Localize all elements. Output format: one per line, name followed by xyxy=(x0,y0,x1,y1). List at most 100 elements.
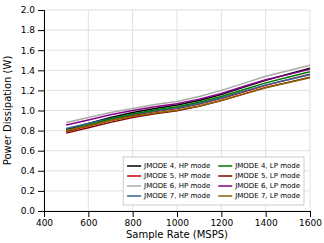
tick-mark xyxy=(38,10,44,11)
tick: 1.4 xyxy=(21,66,44,76)
tick: 0.6 xyxy=(21,146,44,156)
y-axis: 0.0 0.2 0.4 0.6 0.8 1.0 1.2 1.4 1.6 1.8 2.0 xyxy=(21,5,45,216)
tick-label: 0.6 xyxy=(21,146,36,156)
tick: 1.0 xyxy=(21,106,44,116)
chart: 400 600 800 1000 1200 1400 1600 0.0 0.2 0.4 0.6 0.8… xyxy=(0,0,324,243)
legend-swatch xyxy=(218,195,232,197)
legend-label: JMODE 6, LP mode xyxy=(234,182,300,190)
legend-swatch xyxy=(218,165,232,167)
tick-label: 600 xyxy=(80,218,97,228)
tick-mark xyxy=(38,111,44,112)
tick-label: 800 xyxy=(125,218,142,228)
legend-label: JMODE 7, HP mode xyxy=(143,192,210,200)
grid-line xyxy=(44,70,310,71)
tick-label: 1.4 xyxy=(21,66,36,76)
tick-label: 0.2 xyxy=(21,186,35,196)
tick: 1200 xyxy=(210,211,233,228)
x-axis: 400 600 800 1000 1200 1400 1600 xyxy=(36,211,322,228)
series-line xyxy=(66,69,310,125)
tick-mark xyxy=(38,50,44,51)
tick: 1400 xyxy=(255,211,278,228)
tick-mark xyxy=(38,90,44,91)
tick-mark xyxy=(266,211,267,217)
tick-label: 400 xyxy=(36,218,53,228)
series-line xyxy=(66,77,310,133)
y-axis-title: Power Dissipation (W) xyxy=(2,56,13,166)
plot: 400 600 800 1000 1200 1400 1600 0.0 0.2 0.4 0.6 0.8… xyxy=(2,5,322,240)
grid-line xyxy=(44,90,310,91)
legend: JMODE 4, HP mode JMODE 5, HP mode JMODE 6,… xyxy=(123,157,304,205)
tick: 0.8 xyxy=(21,126,44,136)
tick-label: 2.0 xyxy=(21,5,36,15)
grid-line xyxy=(44,150,310,151)
legend-swatch xyxy=(127,175,141,177)
legend-label: JMODE 5, HP mode xyxy=(143,172,210,180)
legend-item: JMODE 6, HP mode xyxy=(127,182,210,190)
grid-line xyxy=(44,10,310,11)
tick-label: 1600 xyxy=(299,218,322,228)
tick-mark xyxy=(221,211,222,217)
legend-swatch xyxy=(127,185,141,187)
legend-item: JMODE 4, LP mode xyxy=(218,162,300,170)
tick-label: 0.0 xyxy=(21,206,36,216)
legend-label: JMODE 6, HP mode xyxy=(143,182,210,190)
legend-frame xyxy=(123,157,304,205)
series-line xyxy=(66,65,310,122)
legend-item: JMODE 7, LP mode xyxy=(218,192,300,200)
legend-label: JMODE 4, HP mode xyxy=(143,162,210,170)
legend-label: JMODE 4, LP mode xyxy=(234,162,300,170)
series-lines xyxy=(66,65,310,133)
tick-mark xyxy=(38,211,44,212)
tick-label: 1200 xyxy=(210,218,233,228)
tick-label: 0.8 xyxy=(21,126,36,136)
legend-label: JMODE 5, LP mode xyxy=(234,172,300,180)
tick: 600 xyxy=(80,211,97,228)
tick-mark xyxy=(38,191,44,192)
tick-mark xyxy=(310,211,311,217)
tick-mark xyxy=(38,30,44,31)
tick: 2.0 xyxy=(21,5,44,15)
grid-line xyxy=(44,130,310,131)
tick: 800 xyxy=(125,211,142,228)
tick: 1.6 xyxy=(21,46,44,56)
tick-mark xyxy=(38,131,44,132)
tick-label: 1000 xyxy=(166,218,189,228)
tick-label: 0.4 xyxy=(21,166,36,176)
tick-label: 1400 xyxy=(255,218,278,228)
grid xyxy=(44,10,310,211)
legend-item: JMODE 4, HP mode xyxy=(127,162,210,170)
tick-mark xyxy=(177,211,178,217)
legend-swatch xyxy=(127,165,141,167)
tick-mark xyxy=(38,151,44,152)
grid-line xyxy=(44,50,310,51)
series-line xyxy=(66,74,310,131)
legend-item: JMODE 5, LP mode xyxy=(218,172,300,180)
series-line xyxy=(66,78,310,131)
legend-item: JMODE 5, HP mode xyxy=(127,172,210,180)
tick: 400 xyxy=(36,211,53,228)
tick-label: 1.2 xyxy=(21,86,35,96)
tick: 1000 xyxy=(166,211,189,228)
tick: 0.0 xyxy=(21,206,44,216)
legend-label: JMODE 7, LP mode xyxy=(234,192,300,200)
tick: 1.8 xyxy=(21,25,44,35)
axis-line xyxy=(38,11,45,212)
legend-swatch xyxy=(218,185,232,187)
tick-label: 1.8 xyxy=(21,25,36,35)
tick-mark xyxy=(133,211,134,217)
tick: 1.2 xyxy=(21,86,44,96)
tick: 0.2 xyxy=(21,186,44,196)
x-axis-title: Sample Rate (MSPS) xyxy=(126,229,228,240)
tick-label: 1.0 xyxy=(21,106,36,116)
grid-line xyxy=(44,30,310,31)
legend-item: JMODE 7, HP mode xyxy=(127,192,210,200)
legend-swatch xyxy=(218,175,232,177)
tick-mark xyxy=(38,171,44,172)
axis-line xyxy=(45,212,311,218)
legend-swatch xyxy=(127,195,141,197)
tick-mark xyxy=(88,211,89,217)
tick: 0.4 xyxy=(21,166,44,176)
tick-label: 1.6 xyxy=(21,46,36,56)
tick: 1600 xyxy=(299,211,322,228)
tick-mark xyxy=(38,70,44,71)
